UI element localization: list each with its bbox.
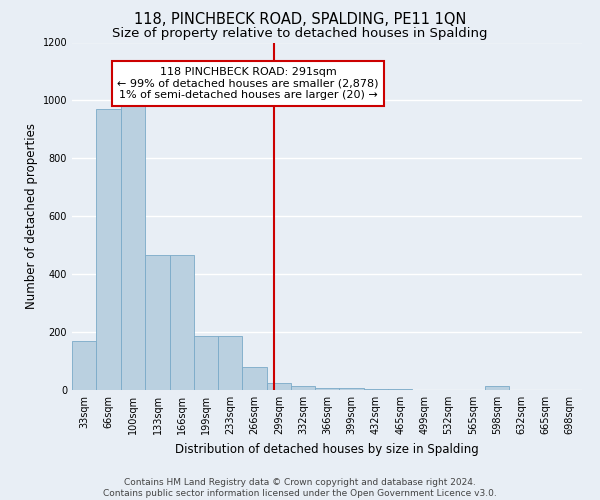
Bar: [485, 386, 509, 390]
Y-axis label: Number of detached properties: Number of detached properties: [25, 123, 38, 309]
Bar: [315, 388, 340, 390]
Bar: [291, 386, 315, 390]
Bar: [242, 367, 267, 390]
Text: Contains HM Land Registry data © Crown copyright and database right 2024.
Contai: Contains HM Land Registry data © Crown c…: [103, 478, 497, 498]
Text: 118 PINCHBECK ROAD: 291sqm
← 99% of detached houses are smaller (2,878)
1% of se: 118 PINCHBECK ROAD: 291sqm ← 99% of deta…: [117, 67, 379, 100]
Bar: [364, 388, 388, 390]
Bar: [96, 109, 121, 390]
X-axis label: Distribution of detached houses by size in Spalding: Distribution of detached houses by size …: [175, 442, 479, 456]
Bar: [72, 341, 96, 390]
Bar: [121, 102, 145, 390]
Text: 118, PINCHBECK ROAD, SPALDING, PE11 1QN: 118, PINCHBECK ROAD, SPALDING, PE11 1QN: [134, 12, 466, 28]
Bar: [194, 336, 218, 390]
Bar: [340, 388, 364, 390]
Bar: [145, 256, 170, 390]
Bar: [170, 256, 194, 390]
Bar: [267, 383, 291, 390]
Text: Size of property relative to detached houses in Spalding: Size of property relative to detached ho…: [112, 28, 488, 40]
Bar: [388, 388, 412, 390]
Bar: [218, 336, 242, 390]
